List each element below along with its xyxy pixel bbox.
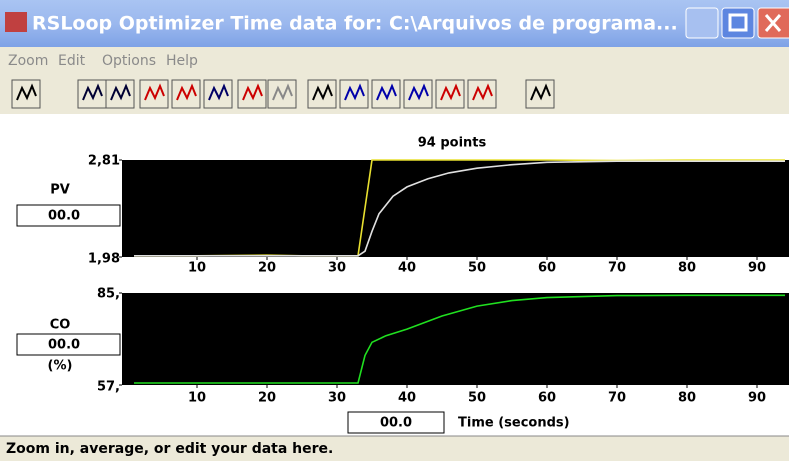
minimize-button[interactable]: [685, 7, 719, 39]
tool-icon: [472, 83, 493, 101]
x-tick-label: 60: [538, 391, 556, 406]
y-tick-label: 85,: [97, 287, 120, 302]
x-tick-label: 10: [188, 391, 206, 406]
readout: 00.0: [48, 209, 80, 224]
series-line: [134, 160, 785, 257]
axis-label: CO: [50, 318, 71, 333]
window-title: RSLoop Optimizer Time data for: C:\Arqui…: [32, 13, 678, 35]
tool-icon: [530, 83, 551, 101]
x-tick-label: 50: [468, 391, 486, 406]
x-tick-label: 70: [608, 391, 626, 406]
close-icon: [764, 14, 782, 32]
tool-icon: [312, 83, 333, 101]
menu-item[interactable]: Zoom: [8, 53, 48, 69]
series-line: [134, 294, 785, 384]
status-text: Zoom in, average, or edit your data here…: [6, 441, 333, 457]
x-tick-label: 40: [398, 261, 416, 276]
y-tick-label: 2,81: [88, 154, 120, 169]
x-tick-label: 80: [678, 391, 696, 406]
time-readout-box: [347, 411, 445, 434]
app-icon: [5, 12, 27, 32]
menu-item[interactable]: Options: [102, 53, 156, 69]
tool-icon: [408, 83, 429, 101]
readout-box: [16, 204, 121, 227]
x-axis-label: Time (seconds): [458, 416, 570, 431]
status-bar: [0, 436, 789, 461]
tool-icon: [144, 83, 165, 101]
tool-icon: [272, 83, 293, 101]
x-tick-label: 20: [258, 391, 276, 406]
readout: 00.0: [48, 338, 80, 353]
tool-icon: [208, 83, 229, 101]
points-label: 94 points: [418, 136, 487, 151]
tool-icon: [242, 83, 263, 101]
tool-icon: [176, 83, 197, 101]
readout-box: [16, 333, 121, 356]
unit-label: (%): [48, 359, 73, 374]
maximize-icon: [728, 13, 748, 32]
x-tick-label: 80: [678, 261, 696, 276]
plot-area: [122, 160, 789, 257]
x-tick-label: 20: [258, 261, 276, 276]
plot-area: [122, 293, 789, 385]
menu-item[interactable]: Edit: [58, 53, 86, 69]
x-tick-label: 50: [468, 261, 486, 276]
y-tick-label: 57,: [97, 380, 120, 395]
menu-item[interactable]: Help: [166, 53, 198, 69]
x-tick-label: 60: [538, 261, 556, 276]
tool-icon: [110, 83, 131, 101]
tool-icon: [16, 83, 37, 101]
x-tick-label: 90: [748, 391, 766, 406]
title-bar: [0, 0, 789, 47]
x-tick-label: 30: [328, 261, 346, 276]
tool-icon: [82, 83, 103, 101]
tool-icon: [376, 83, 397, 101]
axis-label: PV: [50, 183, 70, 198]
tool-icon: [440, 83, 461, 101]
menu-bar: [0, 47, 789, 74]
x-tick-label: 10: [188, 261, 206, 276]
x-tick-label: 40: [398, 391, 416, 406]
toolbar-buttons: [11, 79, 555, 109]
tool-icon: [344, 83, 365, 101]
x-tick-label: 90: [748, 261, 766, 276]
y-tick-label: 1,98: [88, 252, 120, 267]
x-tick-label: 30: [328, 391, 346, 406]
maximize-button[interactable]: [721, 7, 755, 39]
time-readout: 00.0: [380, 416, 412, 431]
x-tick-label: 70: [608, 261, 626, 276]
